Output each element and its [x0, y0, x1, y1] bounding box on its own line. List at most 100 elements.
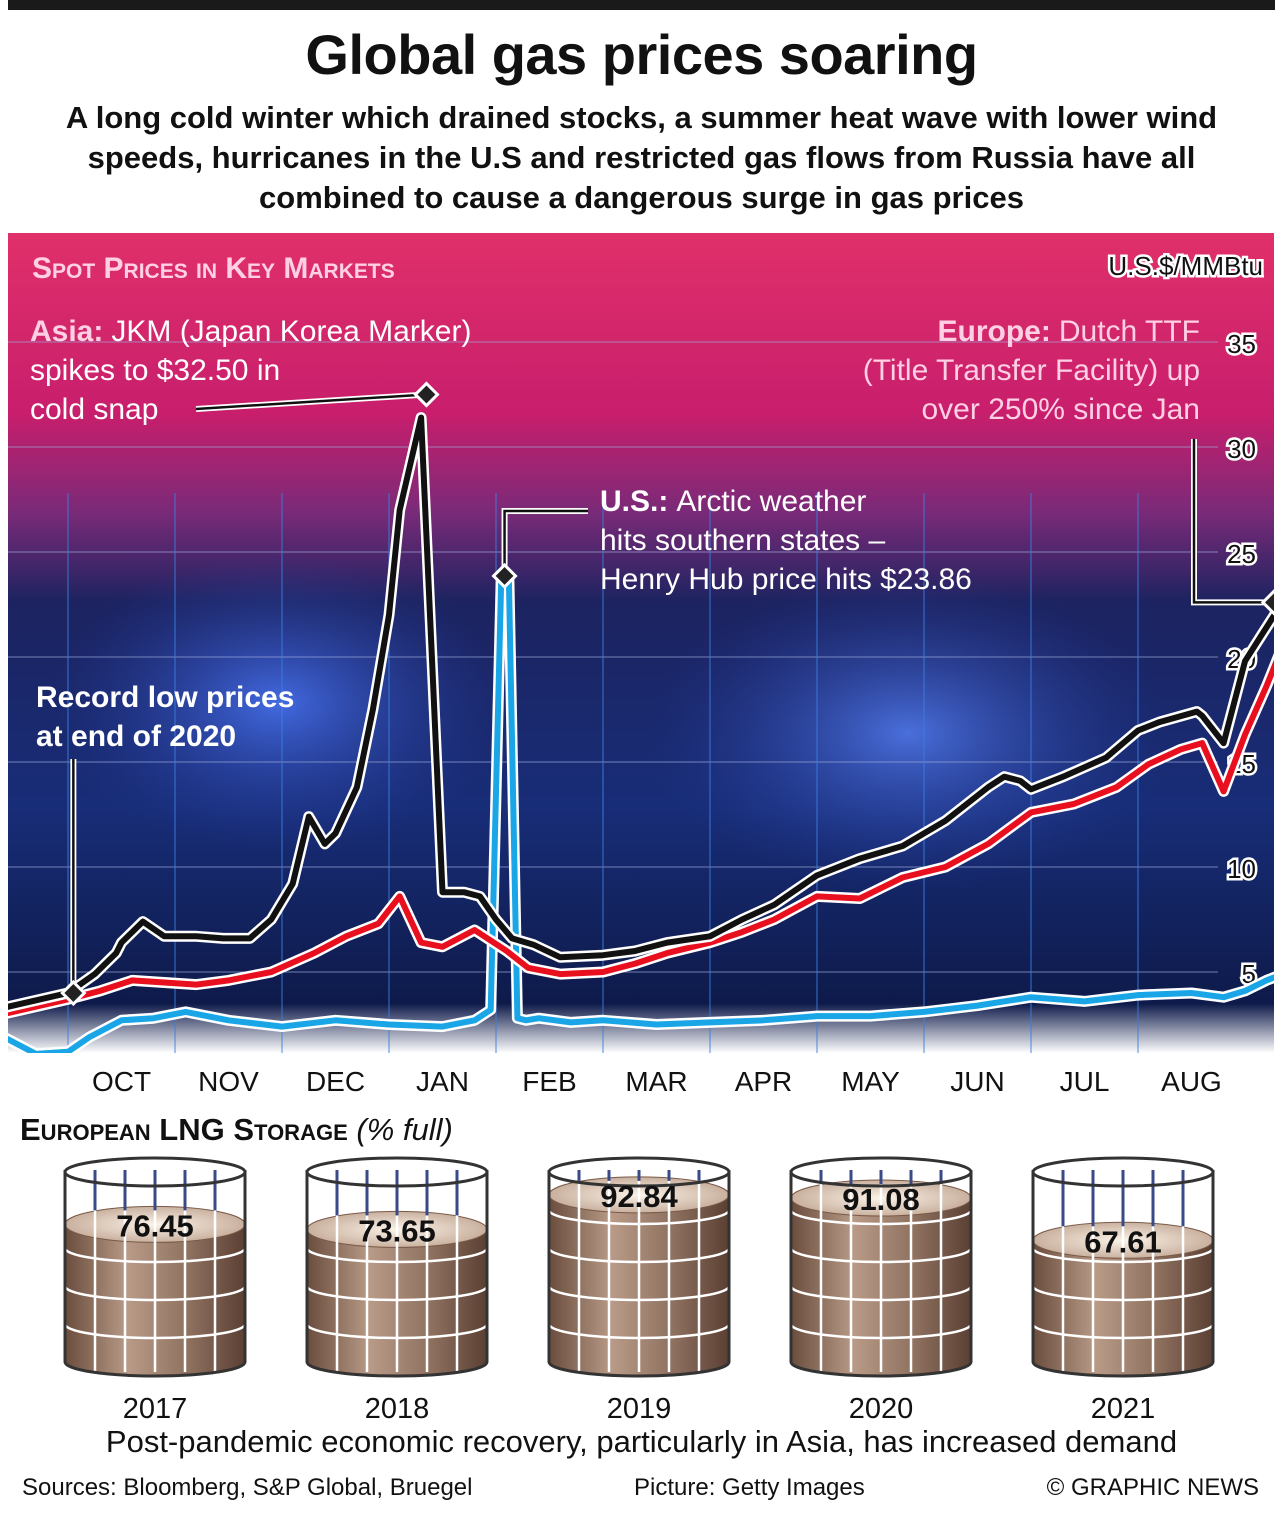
tank-year: 2018 [365, 1393, 430, 1420]
x-tick-label: FEB [522, 1066, 576, 1097]
x-tick-label: JUN [950, 1066, 1004, 1097]
sources-credit: Sources: Bloomberg, S&P Global, Bruegel [22, 1474, 473, 1501]
annotation-leaders [70, 391, 1274, 993]
tank-ring [547, 1209, 731, 1226]
tank-ring [789, 1209, 973, 1226]
x-tick-label: NOV [198, 1066, 259, 1097]
asia-leader [195, 393, 427, 411]
x-tick-label: JUL [1060, 1066, 1110, 1097]
tank-year: 2021 [1091, 1393, 1156, 1420]
record-low-marker [60, 979, 87, 1007]
record-low-line-1: Record low prices [36, 681, 294, 714]
series-line-us [8, 572, 1274, 1053]
tank-outline [1031, 1172, 1215, 1378]
x-tick-label: DEC [306, 1066, 365, 1097]
gridlines [8, 341, 1218, 1053]
series-line-asia [8, 414, 1274, 1010]
tank-ring [1031, 1323, 1215, 1340]
tank-year: 2019 [607, 1393, 672, 1420]
tank-ring [789, 1285, 973, 1302]
tank-ring [305, 1323, 489, 1340]
record-low-line-2: at end of 2020 [36, 720, 236, 753]
flame-glow-left [48, 553, 508, 853]
europe-annotation: Europe: Dutch TTF (Title Transfer Facilit… [863, 315, 1200, 426]
tank-ring [789, 1323, 973, 1340]
us-line-2: hits southern states – [600, 524, 885, 557]
asia-marker [413, 381, 440, 408]
tank-ring [547, 1323, 731, 1340]
x-tick-label: MAY [841, 1066, 900, 1097]
y-tick-label: 30 [1227, 434, 1256, 464]
asia-line-1: JKM (Japan Korea Marker) [111, 315, 471, 348]
us-marker [491, 562, 518, 590]
asia-annotation: Asia: JKM (Japan Korea Marker) spikes to … [30, 315, 471, 426]
tank-value: 73.65 [358, 1213, 436, 1248]
tank-ring [789, 1247, 973, 1264]
tank-year: 2020 [849, 1393, 914, 1420]
tank-2018: 73.65 2018 [305, 1156, 489, 1420]
tank-outline [547, 1172, 731, 1378]
top-rule [8, 0, 1275, 10]
tank-outline [305, 1172, 489, 1378]
europe-leader [1192, 439, 1274, 604]
tank-outline [789, 1172, 973, 1378]
annotation-markers [60, 381, 1274, 1007]
asia-line-3: cold snap [30, 393, 158, 426]
europe-marker [1260, 589, 1274, 616]
x-tick-label: OCT [92, 1066, 151, 1097]
storage-title: European LNG Storage (% full) [20, 1112, 453, 1148]
tank-2021: 67.61 2021 [1031, 1156, 1215, 1420]
copyright-credit: © GRAPHIC NEWS [1046, 1474, 1259, 1501]
tank-year: 2017 [123, 1393, 188, 1420]
y-tick-label: 35 [1227, 329, 1256, 359]
x-tick-label: JAN [416, 1066, 469, 1097]
storage-title-text: European LNG Storage [20, 1112, 348, 1147]
chart-unit: U.S.$/MMBtu [1108, 251, 1263, 281]
y-tick-label: 10 [1227, 854, 1256, 884]
lng-storage-chart: 76.45 2017 73.65 2018 92.84 2019 91.08 2020 67.6… [63, 1156, 1215, 1420]
asia-label: Asia: [30, 315, 103, 348]
tank-ring [63, 1247, 247, 1264]
us-annotation: U.S.: Arctic weather hits southern states… [600, 485, 972, 596]
tank-value: 76.45 [116, 1208, 194, 1243]
svg-text:Europe:Dutch TTF: Europe: Dutch TTF [938, 315, 1200, 348]
europe-line-3: over 250% since Jan [922, 393, 1201, 426]
europe-line-2: (Title Transfer Facility) up [863, 354, 1200, 387]
tank-value: 91.08 [842, 1182, 920, 1217]
record-low-annotation: Record low prices at end of 2020 [36, 681, 294, 753]
tank-ring [305, 1247, 489, 1264]
series-lines [8, 412, 1274, 1053]
chart-title: Spot Prices in Key Markets [32, 252, 395, 285]
us-line-1: Arctic weather [676, 485, 866, 518]
tank-outline [63, 1172, 247, 1378]
tank-2017: 76.45 2017 [63, 1156, 247, 1420]
tank-ring [63, 1323, 247, 1340]
us-label: U.S.: [600, 485, 668, 518]
tank-ring [1031, 1285, 1215, 1302]
tank-ring [305, 1285, 489, 1302]
asia-line-2: spikes to $32.50 in [30, 354, 280, 387]
x-tick-label: AUG [1161, 1066, 1222, 1097]
page-subtitle: A long cold winter which drained stocks,… [65, 100, 1218, 215]
tank-value: 92.84 [600, 1179, 678, 1214]
series-line-europe [8, 659, 1274, 1017]
us-line-3: Henry Hub price hits $23.86 [600, 563, 972, 596]
footnote: Post-pandemic economic recovery, particu… [105, 1424, 1178, 1459]
picture-credit: Picture: Getty Images [634, 1474, 865, 1501]
tank-group: 76.45 2017 73.65 2018 92.84 2019 91.08 2020 67.6… [63, 1156, 1215, 1420]
tank-ring [63, 1285, 247, 1302]
page-title: Global gas prices soaring [305, 23, 978, 86]
svg-text:Asia:JKM (Japan Korea Marker): Asia: JKM (Japan Korea Marker) [30, 315, 471, 348]
x-axis-band [8, 1053, 1274, 1101]
tank-value: 67.61 [1084, 1224, 1162, 1259]
tank-2019: 92.84 2019 [547, 1156, 731, 1420]
tank-ring [547, 1247, 731, 1264]
us-leader [503, 509, 588, 576]
y-tick-label: 25 [1227, 539, 1256, 569]
europe-line-1: Dutch TTF [1059, 315, 1200, 348]
x-tick-label: APR [735, 1066, 793, 1097]
tank-ring [1031, 1247, 1215, 1264]
x-tick-label: MAR [625, 1066, 687, 1097]
europe-label: Europe: [938, 315, 1051, 348]
